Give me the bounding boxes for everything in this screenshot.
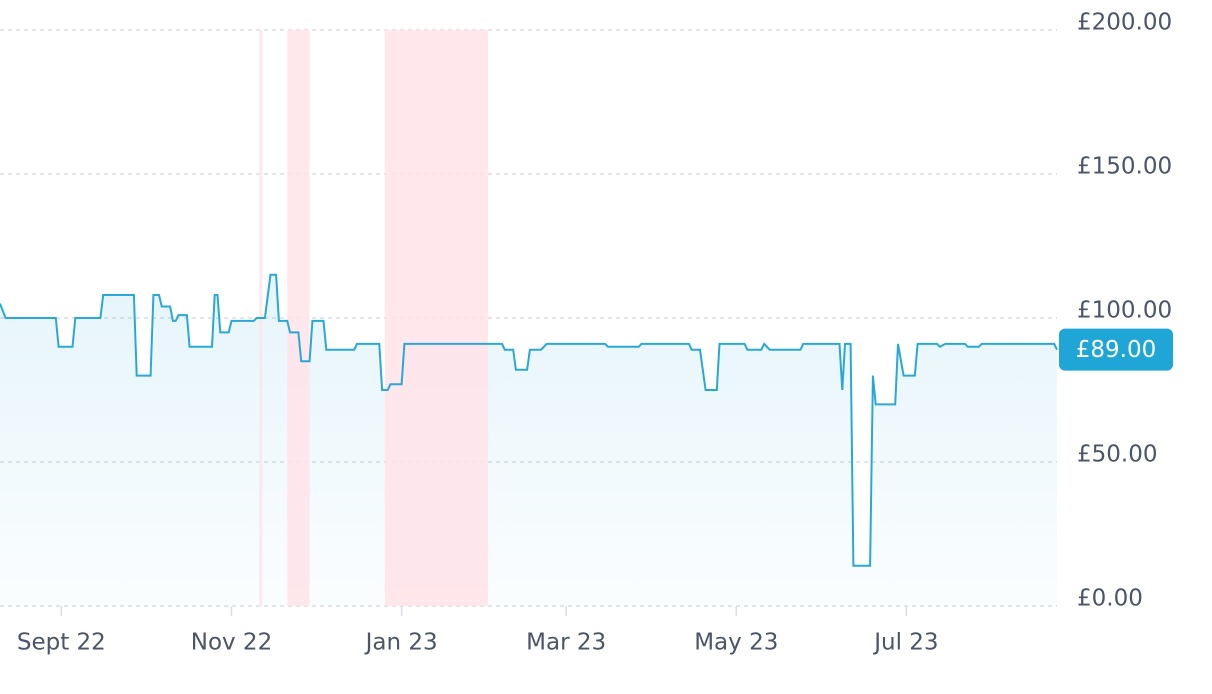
y-tick-label: £50.00 <box>1077 442 1157 468</box>
x-tick-label: Nov 22 <box>191 630 272 656</box>
x-tick-label: May 23 <box>694 630 778 656</box>
x-tick-label: Jan 23 <box>364 630 438 656</box>
y-tick-label: £0.00 <box>1077 586 1143 612</box>
current-label: £89.00 <box>1076 337 1156 363</box>
current-badge <box>1059 328 1173 371</box>
x-tick-label: Jul 23 <box>872 630 938 656</box>
y-tick-label: £100.00 <box>1077 298 1172 324</box>
band <box>384 30 489 606</box>
x-tick-label: Mar 23 <box>526 630 606 656</box>
line <box>0 273 1058 567</box>
y-tick-label: £150.00 <box>1077 154 1172 180</box>
x-tick-label: Sept 22 <box>17 630 106 656</box>
y-tick-label: £200.00 <box>1077 10 1172 36</box>
band <box>287 30 310 606</box>
area <box>0 274 1057 606</box>
